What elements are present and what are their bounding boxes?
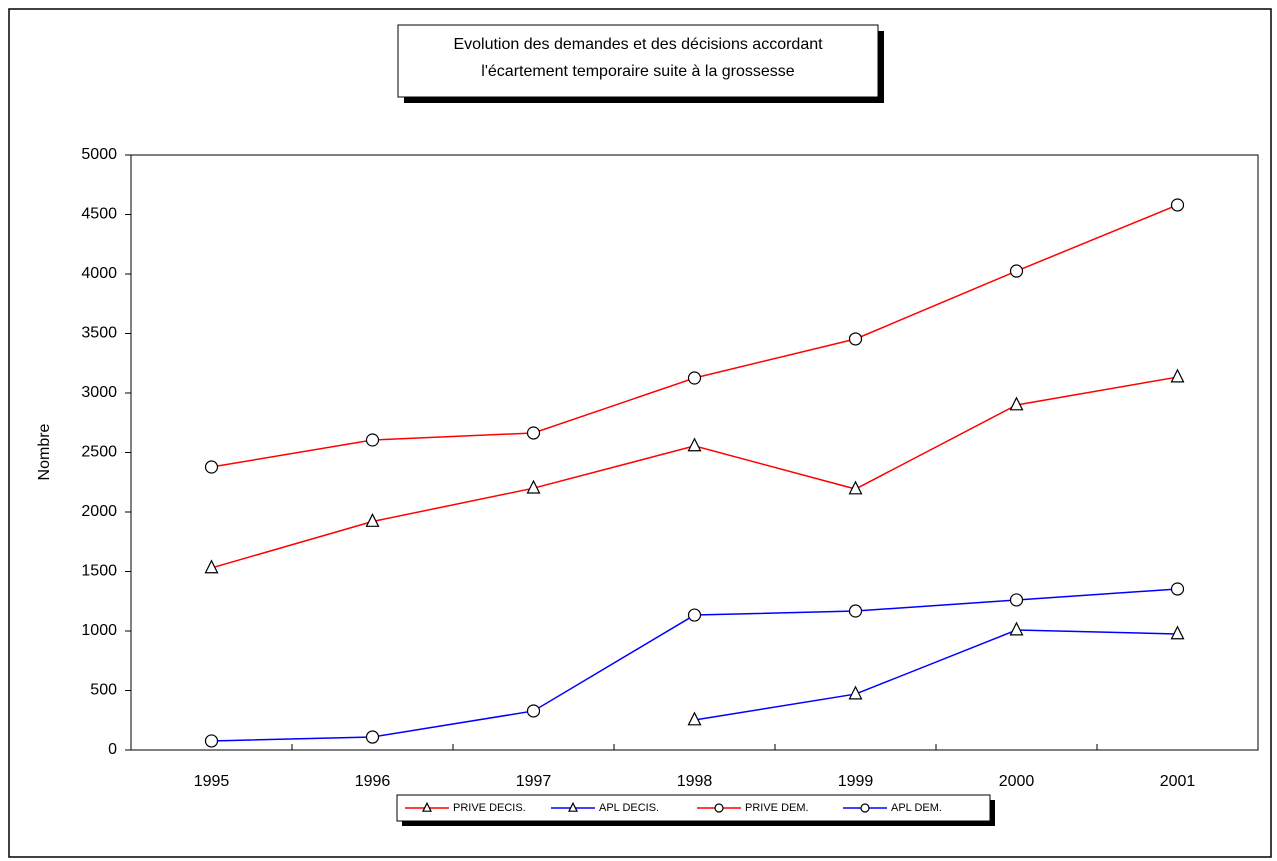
y-tick-label: 3000	[81, 384, 117, 401]
data-point	[1009, 621, 1024, 636]
data-point	[1170, 198, 1185, 212]
y-tick-label: 1500	[81, 563, 117, 580]
data-point	[848, 480, 863, 495]
y-tick-label: 4500	[81, 206, 117, 223]
y-tick-label: 3500	[81, 325, 117, 342]
x-tick-label: 1998	[677, 773, 713, 790]
legend-marker	[422, 801, 432, 812]
chart-title: l'écartement temporaire suite à la gross…	[481, 63, 795, 80]
y-tick-label: 2000	[81, 503, 117, 520]
data-point	[848, 685, 863, 700]
data-point	[1009, 593, 1024, 607]
legend-marker	[568, 801, 578, 812]
data-point	[204, 559, 219, 574]
data-point	[204, 460, 219, 474]
title-box	[397, 24, 879, 98]
x-tick-label: 1999	[838, 773, 874, 790]
legend-label: PRIVE DECIS.	[453, 802, 526, 814]
data-point	[526, 479, 541, 494]
data-point	[365, 730, 380, 744]
x-tick-label: 1997	[516, 773, 552, 790]
x-tick-label: 2001	[1160, 773, 1196, 790]
series-line	[694, 629, 1178, 721]
data-point	[365, 433, 380, 447]
y-tick-label: 0	[108, 741, 117, 758]
y-tick-label: 1000	[81, 622, 117, 639]
data-point	[204, 734, 219, 748]
y-axis-label: Nombre	[36, 423, 53, 480]
data-point	[687, 371, 702, 385]
legend-label: APL DEM.	[891, 802, 942, 814]
data-point	[526, 704, 541, 718]
legend-label: PRIVE DEM.	[745, 802, 809, 814]
data-point	[526, 426, 541, 440]
chart-title: Evolution des demandes et des décisions …	[453, 36, 823, 53]
data-point	[1009, 264, 1024, 278]
legend: PRIVE DECIS. APL DECIS. PRIVE DEM. APL DEM.	[405, 801, 942, 814]
data-point	[687, 608, 702, 622]
data-point	[1170, 625, 1185, 640]
chart-frame	[8, 8, 1272, 858]
y-tick-label: 500	[90, 682, 117, 699]
y-tick-label: 4000	[81, 265, 117, 282]
y-tick-label: 5000	[81, 146, 117, 163]
data-point	[365, 512, 380, 527]
data-point	[687, 437, 702, 452]
data-point	[848, 332, 863, 346]
legend-label: APL DECIS.	[599, 802, 659, 814]
data-point	[1170, 368, 1185, 383]
data-point	[687, 711, 702, 726]
legend-marker	[714, 803, 724, 813]
data-point	[1009, 396, 1024, 411]
data-point	[848, 604, 863, 618]
legend-marker	[860, 803, 870, 813]
legend-box	[396, 794, 991, 822]
data-point	[1170, 582, 1185, 596]
x-tick-label: 1995	[194, 773, 230, 790]
x-tick-label: 2000	[999, 773, 1035, 790]
x-tick-label: 1996	[355, 773, 391, 790]
y-tick-label: 2500	[81, 444, 117, 461]
